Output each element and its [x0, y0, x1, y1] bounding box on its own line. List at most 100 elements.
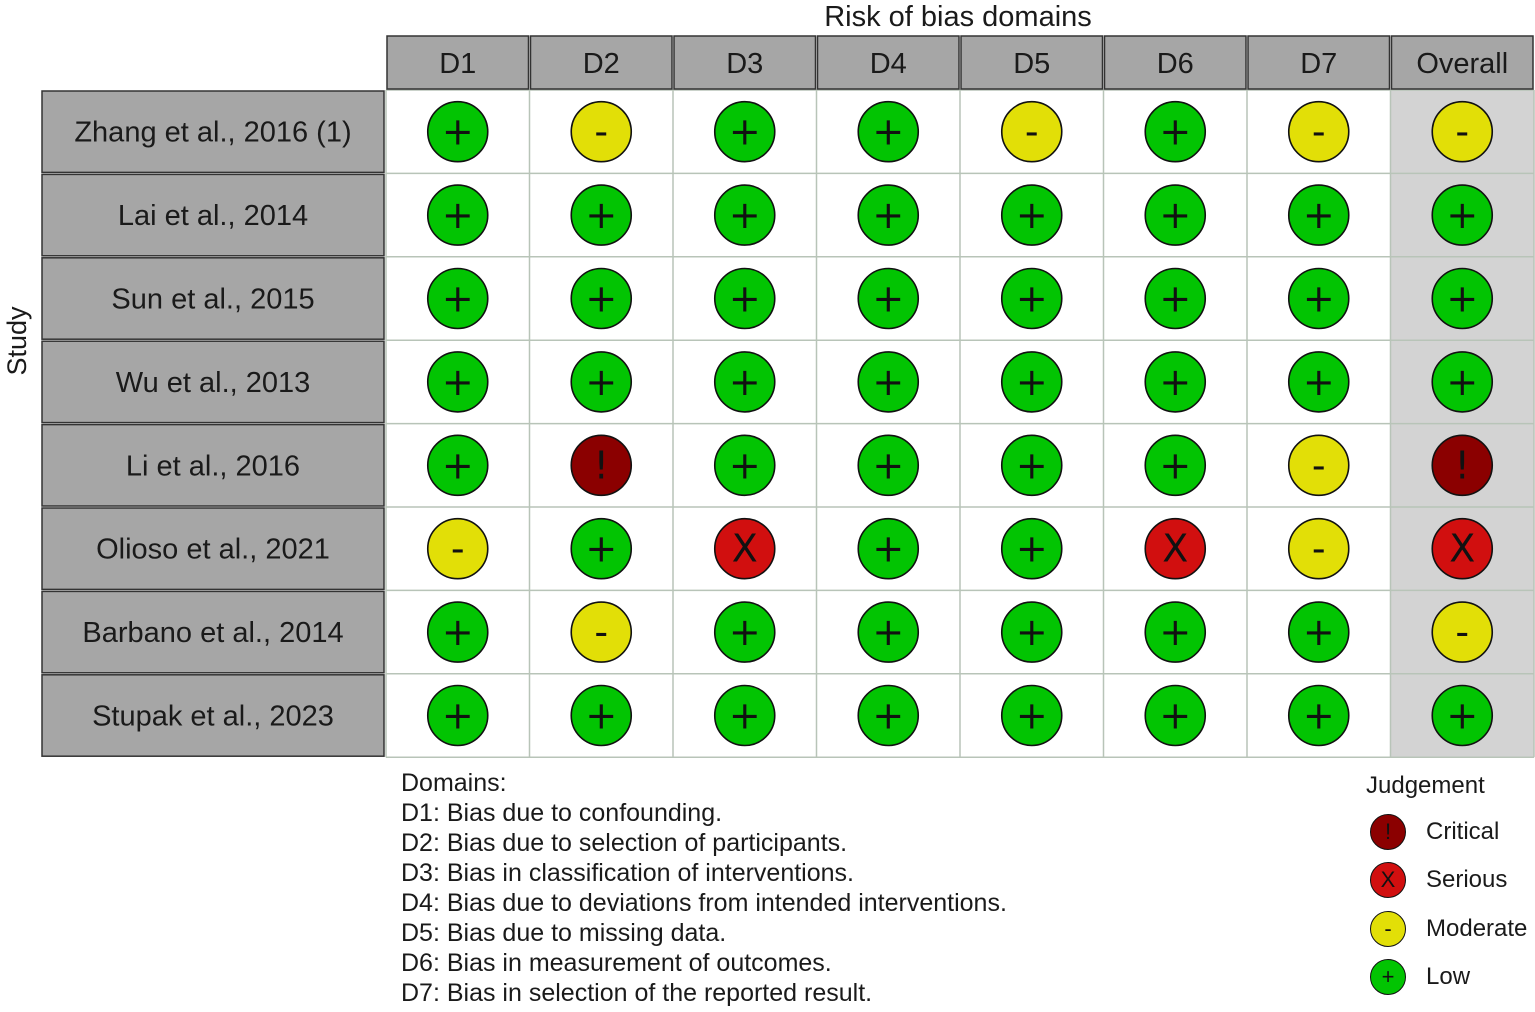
judgement-symbol: +	[442, 443, 474, 487]
judgement-low-marker	[1144, 100, 1207, 163]
judgement-low-marker	[1431, 351, 1494, 413]
column-header-label: D2	[583, 48, 620, 80]
judgement-low-marker	[857, 100, 920, 163]
judgement-low-marker	[1287, 684, 1350, 747]
judgement-low-marker	[857, 267, 920, 330]
judgement-symbol: -	[1025, 110, 1039, 154]
study-label-cell	[41, 507, 385, 591]
study-label-cell	[41, 173, 385, 257]
judgement-low-marker	[1431, 684, 1494, 747]
judgement-symbol: +	[442, 360, 474, 404]
judgement-low-marker	[570, 517, 633, 580]
judgement-symbol: -	[594, 610, 608, 654]
judgement-symbol: +	[442, 193, 474, 237]
judgement-symbol: +	[729, 360, 761, 404]
judgement-symbol: +	[1159, 443, 1191, 487]
column-header-cell	[816, 35, 960, 90]
judgement-low-marker	[713, 601, 776, 663]
judgement-low-marker	[426, 351, 489, 413]
judgement-symbol: +	[1159, 360, 1191, 404]
domain-description: D4: Bias due to deviations from intended…	[401, 889, 1007, 917]
judgement-low-marker	[426, 100, 489, 163]
judgement-symbol: +	[872, 277, 904, 321]
study-label: Lai et al., 2014	[118, 200, 308, 232]
judgement-low-marker	[857, 351, 920, 413]
study-label: Zhang et al., 2016 (1)	[74, 117, 351, 149]
judgement-symbol: +	[872, 527, 904, 571]
judgement-symbol: +	[1016, 694, 1048, 738]
judgement-symbol: +	[1159, 110, 1191, 154]
study-label-cell	[41, 257, 385, 340]
study-label: Barbano et al., 2014	[82, 617, 343, 649]
judgement-serious-marker	[1144, 517, 1207, 580]
domains-legend: Domains: D1: Bias due to confounding. D2…	[401, 768, 1007, 1008]
judgement-symbol: +	[729, 277, 761, 321]
judgement-symbol: +	[585, 527, 617, 571]
legend-label: Serious	[1426, 866, 1508, 893]
judgement-moderate-marker	[570, 100, 633, 163]
study-label-cell	[41, 674, 385, 757]
judgement-symbol: +	[872, 360, 904, 404]
judgement-moderate-marker	[1287, 517, 1350, 580]
column-header-label: D3	[726, 48, 763, 80]
judgement-low-marker	[570, 351, 633, 413]
column-header-label: D6	[1157, 48, 1194, 80]
legend-item-serious: X Serious	[1370, 860, 1507, 900]
judgement-low-marker	[857, 184, 920, 246]
domain-description: D6: Bias in measurement of outcomes.	[401, 949, 832, 977]
judgement-symbol: +	[1303, 277, 1335, 321]
domain-description: D3: Bias in classification of interventi…	[401, 859, 854, 887]
judgement-symbol: -	[451, 527, 465, 571]
study-label: Olioso et al., 2021	[96, 534, 330, 566]
study-label-cell	[41, 90, 385, 174]
judgement-symbol: !	[594, 443, 609, 487]
column-header-cell	[386, 35, 530, 90]
legend-marker-critical: !	[1370, 814, 1406, 850]
judgement-symbol: +	[1446, 360, 1478, 404]
judgement-low-marker	[713, 184, 776, 246]
judgement-symbol: +	[1303, 694, 1335, 738]
judgement-symbol: +	[1159, 193, 1191, 237]
judgement-moderate-marker	[426, 517, 489, 580]
judgement-symbol: -	[594, 110, 608, 154]
judgement-symbol: +	[872, 110, 904, 154]
judgement-low-marker	[857, 434, 920, 497]
legend-item-critical: ! Critical	[1370, 812, 1499, 852]
judgement-symbol: X	[1162, 527, 1188, 571]
legend-label: Low	[1426, 963, 1471, 990]
study-label-cell	[41, 590, 385, 674]
judgement-low-marker	[1144, 684, 1207, 747]
judgement-symbol: -	[1312, 443, 1326, 487]
chart-title: Risk of bias domains	[824, 1, 1092, 33]
judgement-symbol: +	[1016, 527, 1048, 571]
legend-item-low: + Low	[1370, 957, 1470, 997]
judgement-symbol: +	[729, 694, 761, 738]
study-label-cell	[41, 340, 385, 424]
judgement-symbol: +	[1303, 360, 1335, 404]
column-header-cell	[673, 35, 817, 90]
judgement-moderate-marker	[1000, 100, 1063, 163]
judgement-low-marker	[857, 517, 920, 580]
judgement-serious-marker	[1431, 517, 1494, 580]
legend-marker-moderate: -	[1370, 911, 1406, 947]
judgement-low-marker	[713, 100, 776, 163]
legend-label: Critical	[1426, 818, 1500, 845]
judgement-symbol: +	[1016, 443, 1048, 487]
judgement-low-marker	[1144, 601, 1207, 663]
judgement-symbol: -	[1455, 110, 1469, 154]
judgement-symbol: +	[1016, 277, 1048, 321]
judgement-moderate-marker	[1431, 100, 1494, 163]
judgement-low-marker	[426, 601, 489, 663]
study-label: Sun et al., 2015	[111, 284, 314, 316]
legend-marker-low: +	[1370, 959, 1406, 995]
judgement-symbol: +	[442, 277, 474, 321]
judgement-legend-title: Judgement	[1366, 772, 1485, 799]
judgement-symbol: X	[732, 527, 758, 571]
judgement-symbol: +	[1159, 277, 1191, 321]
column-header-label: D5	[1013, 48, 1050, 80]
domain-description: D2: Bias due to selection of participant…	[401, 829, 848, 857]
judgement-low-marker	[1287, 351, 1350, 413]
judgement-symbol: +	[442, 694, 474, 738]
judgement-low-marker	[713, 684, 776, 747]
legend-item-moderate: - Moderate	[1370, 909, 1527, 949]
